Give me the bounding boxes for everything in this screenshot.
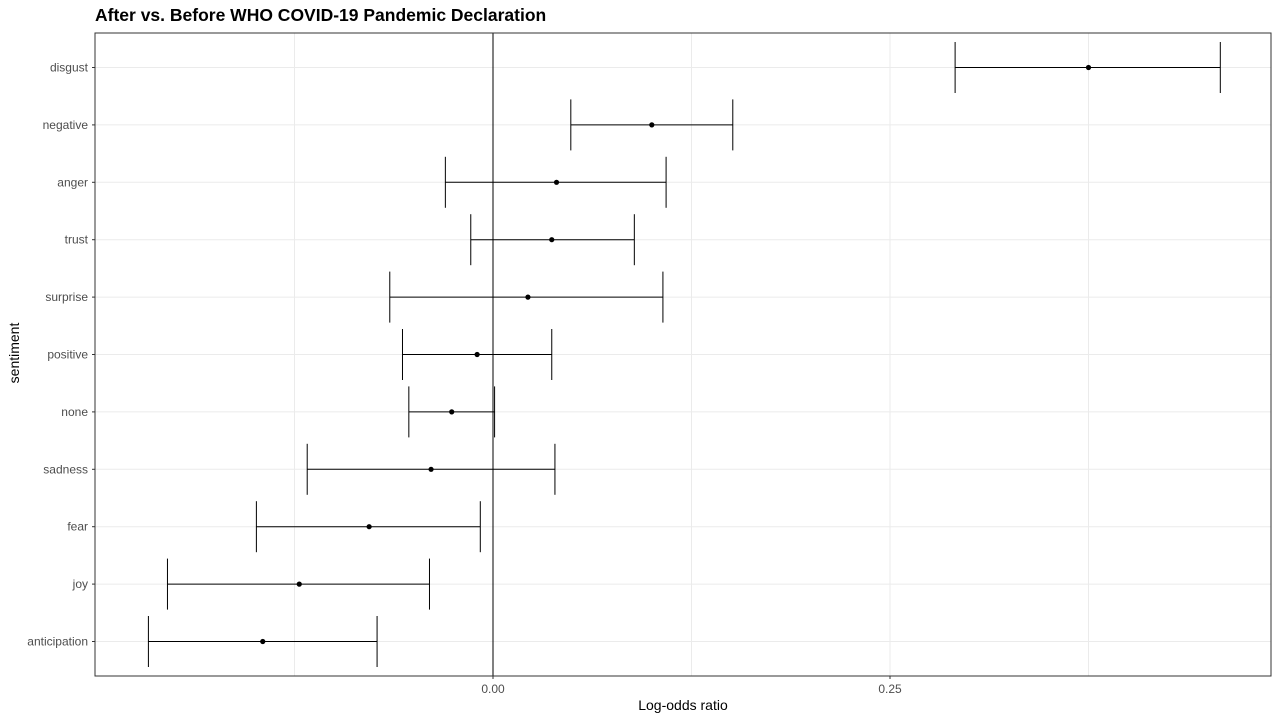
errorbar-trust	[470, 214, 635, 266]
x-tick-labels: 0.00 0.25	[481, 676, 902, 696]
y-tick-labels: disgust negative anger trust surprise positiv…	[27, 61, 95, 649]
y-tick-label: negative	[43, 118, 89, 132]
y-tick-label: anger	[57, 175, 88, 189]
x-tick-label: 0.00	[481, 682, 505, 696]
chart-title: After vs. Before WHO COVID-19 Pandemic D…	[95, 5, 547, 25]
errorbar-none	[408, 386, 496, 438]
errorbar-anger	[444, 156, 667, 208]
errorbar-positive	[401, 329, 553, 380]
y-tick-label: positive	[47, 348, 88, 362]
estimate-point	[428, 466, 434, 472]
y-tick-label: anticipation	[27, 635, 88, 649]
estimate-point	[553, 179, 560, 185]
x-axis-title: Log-odds ratio	[638, 697, 728, 713]
estimate-point	[1085, 64, 1092, 71]
error-bars	[147, 42, 1221, 667]
y-tick-label: sadness	[43, 462, 88, 476]
y-tick-label: joy	[72, 577, 88, 591]
y-tick-label: trust	[65, 233, 89, 247]
errorbar-anticipation	[147, 616, 378, 667]
errorbar-joy	[166, 558, 430, 610]
errorbar-disgust	[954, 42, 1221, 93]
errorbar-surprise	[389, 271, 664, 323]
estimate-point	[549, 237, 555, 243]
errorbar-negative	[570, 99, 734, 151]
y-tick-label: fear	[67, 520, 88, 534]
errorbar-fear	[255, 501, 481, 553]
estimate-point	[474, 351, 480, 358]
estimate-point	[366, 524, 372, 530]
estimate-point	[649, 122, 655, 128]
x-tick-label: 0.25	[878, 682, 902, 696]
y-axis-title: sentiment	[6, 323, 22, 384]
estimate-point	[449, 409, 455, 415]
y-tick-label: surprise	[45, 290, 88, 304]
errorbar-sadness	[306, 443, 556, 495]
grid-lines	[95, 33, 1271, 676]
estimate-point	[296, 581, 302, 587]
estimate-point	[525, 294, 531, 300]
y-tick-label: disgust	[50, 61, 89, 75]
estimate-point	[260, 638, 266, 645]
y-tick-label: none	[61, 405, 88, 419]
